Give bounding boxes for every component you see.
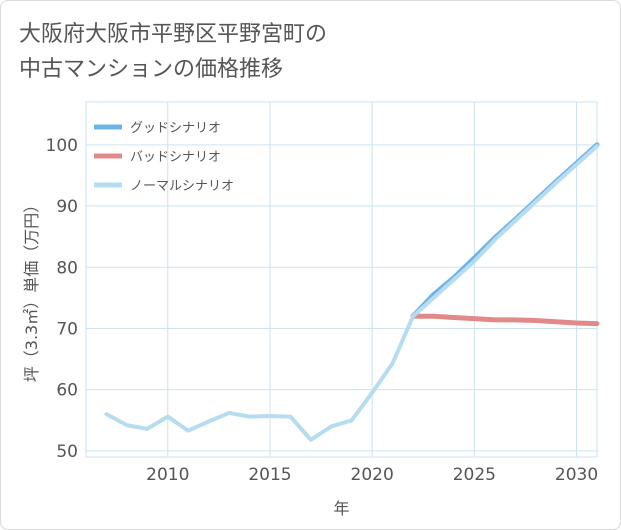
x-axis-ticks: 2010 2015 2020 2025 2030	[146, 465, 598, 485]
series-lines	[104, 142, 600, 442]
series-line-normal	[104, 144, 599, 442]
chart-title-line-2: 中古マンションの価格推移	[19, 57, 284, 82]
x-axis-label: 年	[333, 499, 349, 518]
y-tick-label-90: 90	[56, 197, 78, 217]
legend-label-bad: バッドシナリオ	[130, 150, 221, 165]
y-tick-label-60: 60	[56, 381, 78, 401]
chart-title: 大阪府大阪市平野区平野宮町の 中古マンションの価格推移	[19, 17, 579, 87]
plot-border	[85, 101, 598, 458]
y-axis-label: 坪（3.3㎡）単価（万円）	[22, 197, 41, 382]
y-tick-label-50: 50	[56, 442, 78, 462]
x-tick-label-2020: 2020	[351, 465, 394, 485]
y-tick-label-80: 80	[56, 258, 78, 278]
y-tick-label-100: 100	[46, 136, 78, 156]
x-tick-label-2030: 2030	[555, 465, 598, 485]
legend-label-normal: ノーマルシナリオ	[130, 179, 234, 194]
x-tick-label-2025: 2025	[453, 465, 496, 485]
chart-title-line-1: 大阪府大阪市平野区平野宮町の	[19, 22, 328, 47]
legend-label-good: グッドシナリオ	[130, 121, 221, 136]
y-tick-label-70: 70	[56, 319, 78, 339]
series-line-bad	[410, 313, 600, 327]
y-axis-ticks: 50 60 70 80 90 100	[46, 136, 78, 462]
x-tick-label-2010: 2010	[146, 465, 189, 485]
x-tick-label-2015: 2015	[248, 465, 291, 485]
